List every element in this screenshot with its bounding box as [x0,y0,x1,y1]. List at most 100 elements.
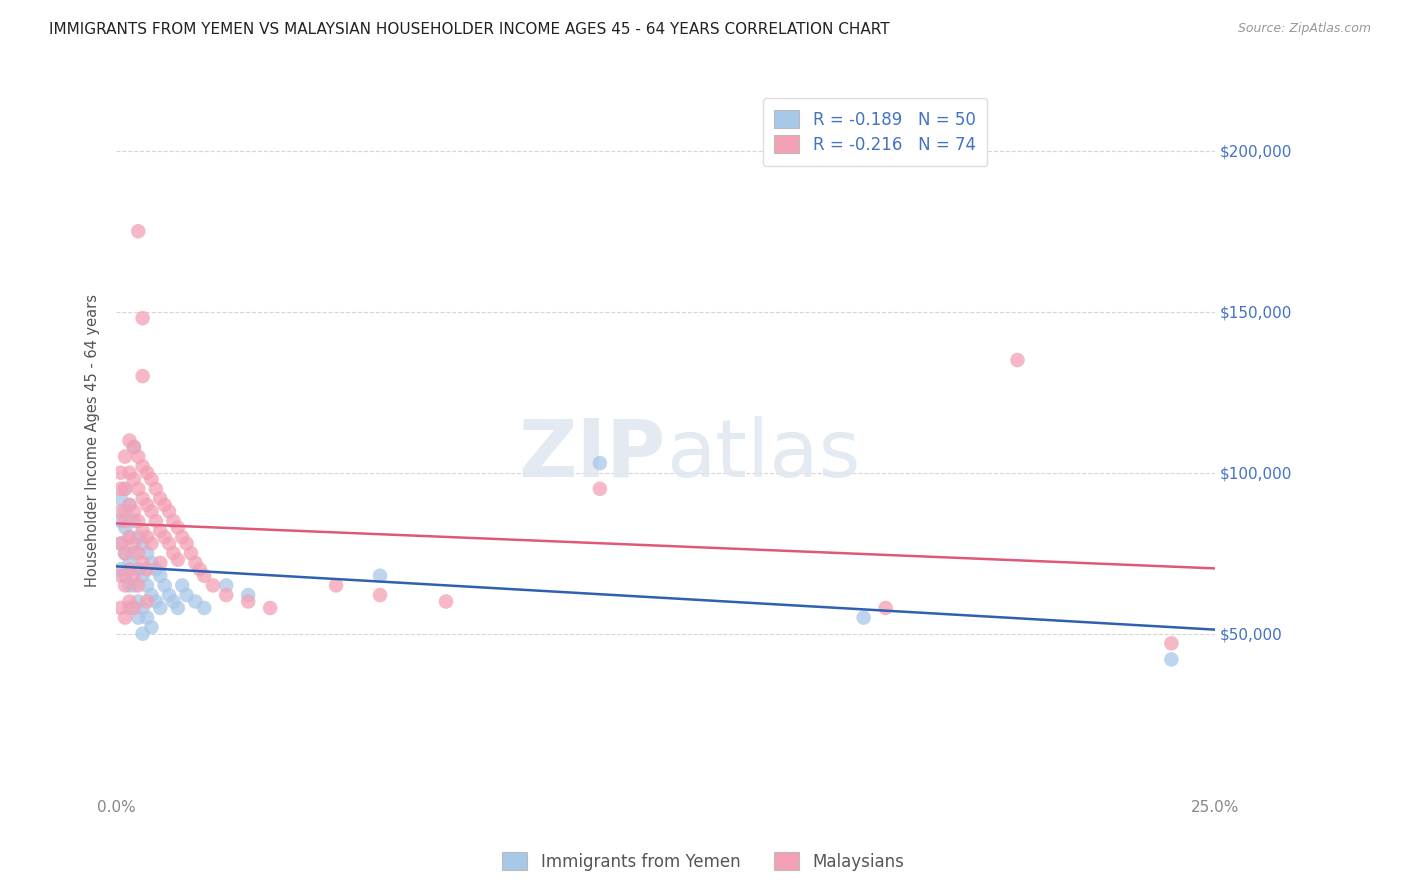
Text: Source: ZipAtlas.com: Source: ZipAtlas.com [1237,22,1371,36]
Point [131,626,153,640]
Legend: Immigrants from Yemen, Malaysians: Immigrants from Yemen, Malaysians [494,844,912,880]
Point [131,369,153,384]
Point [184,594,207,608]
Point [201,578,224,592]
Point [166,520,188,534]
Point [136,594,159,608]
Point [172,530,194,544]
Point [149,524,172,538]
Point [166,601,188,615]
Point [434,594,457,608]
Point [238,594,260,608]
Point [1007,353,1029,368]
Point [110,514,132,528]
Point [157,536,180,550]
Point [118,434,141,448]
Point [122,472,145,486]
Point [215,588,238,602]
Point [114,482,136,496]
Point [110,466,132,480]
Point [114,482,136,496]
Point [131,556,153,570]
Point [149,601,172,615]
Point [122,601,145,615]
Text: IMMIGRANTS FROM YEMEN VS MALAYSIAN HOUSEHOLDER INCOME AGES 45 - 64 YEARS CORRELA: IMMIGRANTS FROM YEMEN VS MALAYSIAN HOUSE… [49,22,890,37]
Point [325,578,347,592]
Point [110,568,132,582]
Point [193,568,215,582]
Point [145,482,167,496]
Point [136,546,159,560]
Point [110,536,132,550]
Point [127,594,149,608]
Point [114,610,136,624]
Point [141,556,163,570]
Point [127,530,149,544]
Point [122,440,145,454]
Point [141,536,163,550]
Point [131,536,153,550]
Point [127,450,149,464]
Point [118,556,141,570]
Point [127,224,149,238]
Text: atlas: atlas [666,416,860,493]
Point [141,588,163,602]
Point [110,482,132,496]
Point [145,562,167,576]
Point [122,546,145,560]
Point [368,588,391,602]
Point [141,504,163,518]
Point [162,514,184,528]
Point [141,472,163,486]
Point [127,482,149,496]
Point [149,568,172,582]
Y-axis label: Householder Income Ages 45 - 64 years: Householder Income Ages 45 - 64 years [86,294,100,587]
Point [136,610,159,624]
Point [110,536,132,550]
Point [122,536,145,550]
Point [136,530,159,544]
Point [110,601,132,615]
Point [162,594,184,608]
Point [131,601,153,615]
Point [131,568,153,582]
Point [127,562,149,576]
Point [1160,652,1182,666]
Point [157,504,180,518]
Point [875,601,897,615]
Point [122,568,145,582]
Point [589,482,612,496]
Point [122,440,145,454]
Point [110,562,132,576]
Point [127,546,149,560]
Point [136,466,159,480]
Point [118,578,141,592]
Point [118,498,141,512]
Text: ZIP: ZIP [519,416,666,493]
Point [1160,636,1182,650]
Point [172,578,194,592]
Point [118,530,141,544]
Point [131,459,153,474]
Point [184,556,207,570]
Point [145,514,167,528]
Point [131,491,153,506]
Point [162,546,184,560]
Point [118,530,141,544]
Point [589,456,612,470]
Point [114,514,136,528]
Point [176,536,198,550]
Point [118,466,141,480]
Point [153,530,176,544]
Point [176,588,198,602]
Point [153,498,176,512]
Point [149,556,172,570]
Point [157,588,180,602]
Point [122,578,145,592]
Point [118,594,141,608]
Point [136,562,159,576]
Point [259,601,281,615]
Point [122,504,145,518]
Point [145,594,167,608]
Point [127,514,149,528]
